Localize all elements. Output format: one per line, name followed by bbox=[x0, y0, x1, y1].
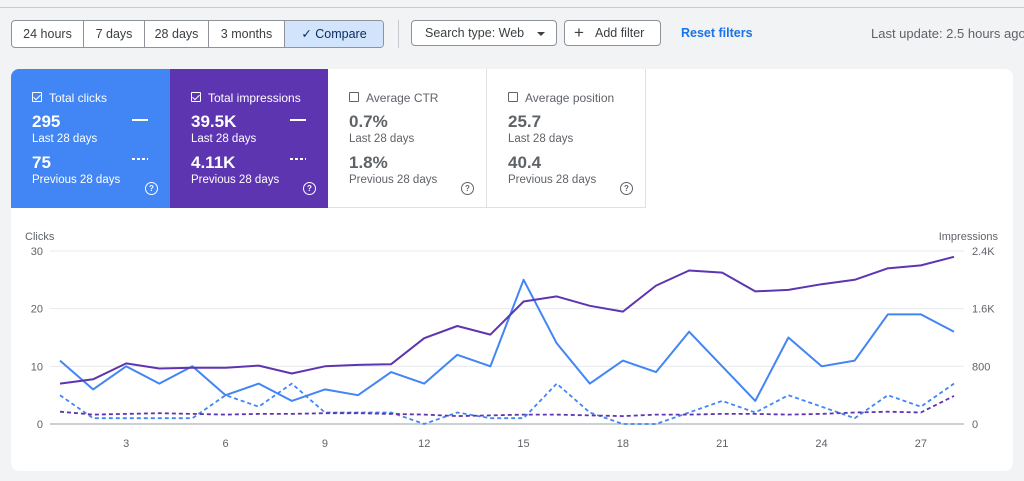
range-option-compare[interactable]: ✓ Compare bbox=[285, 21, 383, 47]
range-option-label: 7 days bbox=[95, 27, 133, 41]
help-icon[interactable]: ? bbox=[461, 182, 474, 195]
solid-line-legend-icon bbox=[132, 119, 148, 121]
date-range-selector: 24 hours 7 days 28 days 3 months ✓ Compare bbox=[11, 20, 384, 48]
metric-previous-period: Previous 28 days bbox=[191, 174, 280, 186]
range-option-28-days[interactable]: 28 days bbox=[145, 21, 209, 47]
metric-previous-value: 4.11K bbox=[191, 153, 236, 172]
range-option-label: 3 months bbox=[220, 27, 273, 41]
x-tick-label: 24 bbox=[815, 438, 827, 450]
metric-name: Average CTR bbox=[366, 91, 439, 105]
performance-card: Total clicks 295 Last 28 days 75 Previou… bbox=[11, 69, 1013, 471]
x-tick-label: 21 bbox=[716, 438, 728, 450]
series-line-impressions-previous bbox=[59, 395, 955, 418]
y-left-tick-label: 20 bbox=[31, 304, 43, 316]
check-icon: ✓ bbox=[301, 27, 316, 41]
metric-previous-value: 1.8% bbox=[349, 153, 388, 172]
help-icon[interactable]: ? bbox=[620, 182, 633, 195]
y-left-tick-label: 30 bbox=[31, 246, 43, 258]
range-option-7-days[interactable]: 7 days bbox=[84, 21, 145, 47]
x-tick-label: 9 bbox=[322, 438, 328, 450]
add-filter-label: Add filter bbox=[595, 26, 645, 40]
x-tick-label: 6 bbox=[222, 438, 228, 450]
x-tick-label: 15 bbox=[517, 438, 529, 450]
y-right-tick-label: 0 bbox=[972, 419, 978, 431]
checkbox-checked-icon[interactable] bbox=[32, 92, 42, 102]
metric-previous-value: 40.4 bbox=[508, 153, 542, 172]
range-option-24-hours[interactable]: 24 hours bbox=[12, 21, 84, 47]
x-tick-label: 27 bbox=[915, 438, 927, 450]
series-line-clicks-previous bbox=[59, 382, 955, 425]
metric-name: Total impressions bbox=[208, 91, 301, 105]
y-right-tick-label: 800 bbox=[972, 361, 990, 373]
metric-current-value: 25.7 bbox=[508, 112, 542, 131]
x-tick-label: 3 bbox=[123, 438, 129, 450]
range-option-label: 24 hours bbox=[23, 27, 72, 41]
help-icon[interactable]: ? bbox=[303, 182, 316, 195]
range-option-label: 28 days bbox=[154, 27, 199, 41]
metric-tile-total-clicks[interactable]: Total clicks 295 Last 28 days 75 Previou… bbox=[11, 69, 170, 208]
metric-tile-average-ctr[interactable]: Average CTR 0.7% Last 28 days 1.8% Previ… bbox=[328, 69, 487, 208]
series-line-clicks-current bbox=[59, 278, 955, 402]
metric-current-period: Last 28 days bbox=[32, 133, 98, 145]
last-update-text: Last update: 2.5 hours ago bbox=[871, 26, 1024, 41]
performance-chart[interactable]: 0 10 20 30 0 800 1.6K 2.4K 3 6 9 12 15 18 21 24 27 Clicks… bbox=[11, 225, 1013, 450]
add-filter-button[interactable]: + Add filter bbox=[564, 20, 661, 46]
solid-line-legend-icon bbox=[290, 119, 306, 121]
metric-previous-period: Previous 28 days bbox=[349, 174, 438, 186]
plus-icon: + bbox=[574, 23, 584, 42]
x-tick-label: 12 bbox=[418, 438, 430, 450]
checkbox-unchecked-icon[interactable] bbox=[349, 92, 359, 102]
metric-previous-value: 75 bbox=[32, 153, 51, 172]
metric-name: Total clicks bbox=[49, 91, 108, 105]
toolbar-divider bbox=[398, 20, 399, 48]
caret-down-icon bbox=[537, 32, 545, 36]
metric-name: Average position bbox=[525, 91, 615, 105]
y-left-axis-label: Clicks bbox=[25, 231, 55, 243]
x-tick-label: 18 bbox=[617, 438, 629, 450]
range-option-3-months[interactable]: 3 months bbox=[209, 21, 285, 47]
toolbar: 24 hours 7 days 28 days 3 months ✓ Compare S… bbox=[0, 0, 1024, 68]
metric-current-period: Last 28 days bbox=[508, 133, 574, 145]
search-type-label: Search type: Web bbox=[425, 26, 525, 40]
y-left-tick-label: 0 bbox=[37, 419, 43, 431]
metric-current-period: Last 28 days bbox=[349, 133, 415, 145]
checkbox-checked-icon[interactable] bbox=[191, 92, 201, 102]
metric-previous-period: Previous 28 days bbox=[32, 174, 121, 186]
search-type-dropdown[interactable]: Search type: Web bbox=[411, 20, 557, 46]
metric-current-value: 295 bbox=[32, 112, 61, 131]
metric-current-period: Last 28 days bbox=[191, 133, 257, 145]
reset-filters-link[interactable]: Reset filters bbox=[681, 26, 753, 40]
help-icon[interactable]: ? bbox=[145, 182, 158, 195]
range-option-label: Compare bbox=[315, 27, 367, 41]
metric-current-value: 0.7% bbox=[349, 112, 388, 131]
top-divider bbox=[0, 7, 1024, 8]
series-line-impressions-current bbox=[59, 255, 955, 385]
dashed-line-legend-icon bbox=[132, 158, 148, 160]
metric-previous-period: Previous 28 days bbox=[508, 174, 597, 186]
y-right-tick-label: 2.4K bbox=[972, 246, 995, 258]
metric-tile-total-impressions[interactable]: Total impressions 39.5K Last 28 days 4.1… bbox=[170, 69, 328, 208]
y-right-axis-label: Impressions bbox=[939, 231, 999, 243]
y-right-tick-label: 1.6K bbox=[972, 304, 995, 316]
metric-current-value: 39.5K bbox=[191, 112, 237, 131]
dashed-line-legend-icon bbox=[290, 158, 306, 160]
checkbox-unchecked-icon[interactable] bbox=[508, 92, 518, 102]
y-left-tick-label: 10 bbox=[31, 361, 43, 373]
metric-tile-average-position[interactable]: Average position 25.7 Last 28 days 40.4 … bbox=[487, 69, 646, 208]
